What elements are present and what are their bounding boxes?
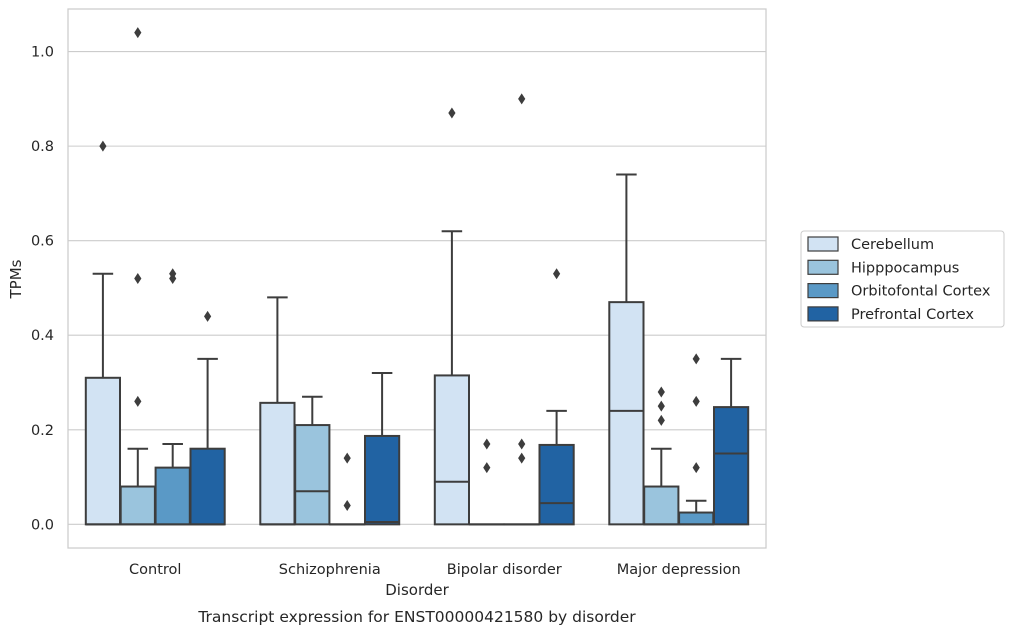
chart-caption: Transcript expression for ENST0000042158… xyxy=(197,608,636,626)
legend-swatch xyxy=(808,307,838,321)
outlier-point xyxy=(134,27,141,38)
box-orbitofontal-cortex xyxy=(156,268,190,524)
legend-label: Hipppocampus xyxy=(851,260,959,276)
box-cerebellum xyxy=(609,174,643,524)
outlier-point xyxy=(518,438,525,449)
outlier-point xyxy=(344,453,351,464)
x-axis-label: Disorder xyxy=(385,581,449,599)
box-series xyxy=(86,27,748,524)
box xyxy=(365,436,399,524)
legend-swatch xyxy=(808,260,838,274)
y-tick-label: 0.2 xyxy=(31,423,54,439)
x-tick-label: Bipolar disorder xyxy=(447,562,562,578)
box-prefrontal-cortex xyxy=(190,311,224,525)
y-tick-label: 0.6 xyxy=(31,234,54,250)
legend-swatch xyxy=(808,284,838,298)
outlier-point xyxy=(134,396,141,407)
box-hipppocampus xyxy=(121,27,155,524)
box xyxy=(714,407,748,524)
box-hipppocampus xyxy=(644,386,678,524)
box-prefrontal-cortex xyxy=(539,268,573,524)
legend-label: Orbitofontal Cortex xyxy=(851,284,991,300)
outlier-point xyxy=(658,415,665,426)
outlier-point xyxy=(448,108,455,119)
outlier-point xyxy=(99,141,106,152)
y-axis-label: TPMs xyxy=(7,259,25,299)
outlier-point xyxy=(483,462,490,473)
box xyxy=(609,302,643,524)
outlier-point xyxy=(693,462,700,473)
outlier-point xyxy=(204,311,211,322)
box-prefrontal-cortex xyxy=(365,373,399,524)
outlier-point xyxy=(658,401,665,412)
x-tick-label: Major depression xyxy=(617,562,741,578)
outlier-point xyxy=(518,93,525,104)
box-orbitofontal-cortex xyxy=(330,453,364,525)
box xyxy=(156,468,190,525)
outlier-point xyxy=(483,438,490,449)
y-tick-label: 0.4 xyxy=(31,328,54,344)
box-prefrontal-cortex xyxy=(714,359,748,524)
outlier-point xyxy=(518,453,525,464)
box xyxy=(190,449,224,525)
legend-label: Prefrontal Cortex xyxy=(851,307,974,323)
y-axis-ticks: 0.0 0.2 0.4 0.6 0.8 1.0 xyxy=(31,45,54,534)
x-axis-ticks: Control Schizophrenia Bipolar disorder Majo… xyxy=(129,562,741,578)
x-tick-label: Schizophrenia xyxy=(279,562,381,578)
box-hipppocampus xyxy=(470,438,504,524)
y-tick-label: 0.8 xyxy=(31,139,54,155)
box-cerebellum xyxy=(435,108,469,525)
box xyxy=(86,378,120,525)
legend: Cerebellum Hipppocampus Orbitofontal Corte… xyxy=(801,231,1004,327)
legend-swatch xyxy=(808,237,838,251)
outlier-point xyxy=(693,396,700,407)
outlier-point xyxy=(553,268,560,279)
box-cerebellum xyxy=(260,297,294,524)
box-hipppocampus xyxy=(295,397,329,525)
box xyxy=(679,513,713,525)
outlier-point xyxy=(693,353,700,364)
box-orbitofontal-cortex xyxy=(505,93,539,524)
x-tick-label: Control xyxy=(129,562,181,578)
box-cerebellum xyxy=(86,141,120,525)
y-tick-label: 0.0 xyxy=(31,517,54,533)
outlier-point xyxy=(658,386,665,397)
box xyxy=(260,403,294,525)
outlier-point xyxy=(344,500,351,511)
box xyxy=(295,425,329,524)
outlier-point xyxy=(134,273,141,284)
box xyxy=(435,375,469,524)
y-tick-label: 1.0 xyxy=(31,45,54,61)
box xyxy=(121,487,155,525)
box xyxy=(539,445,573,524)
box xyxy=(644,487,678,525)
box-orbitofontal-cortex xyxy=(679,353,713,524)
legend-label: Cerebellum xyxy=(851,237,934,253)
